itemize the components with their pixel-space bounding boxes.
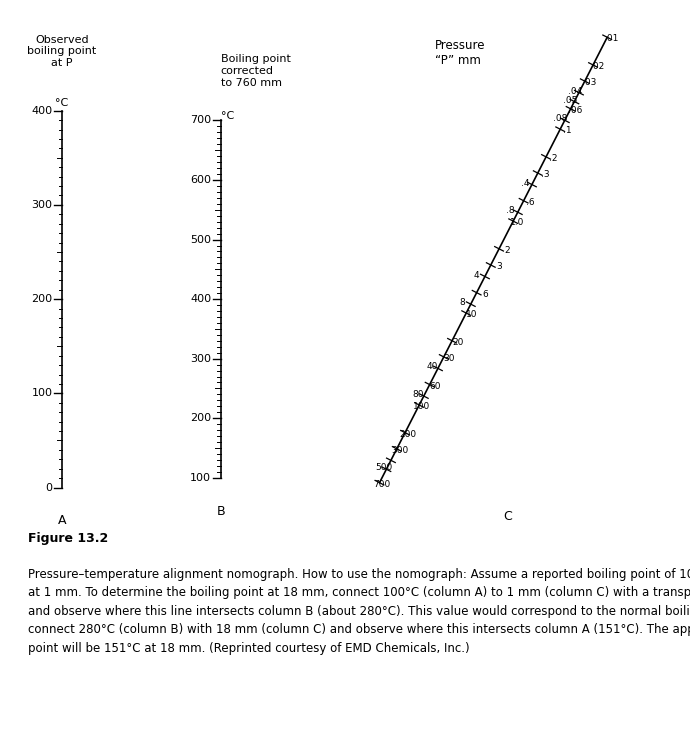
Text: 400: 400 <box>31 105 52 116</box>
Text: .3: .3 <box>540 170 549 179</box>
Text: Pressure–temperature alignment nomograph. How to use the nomograph: Assume a rep: Pressure–temperature alignment nomograph… <box>28 568 690 655</box>
Text: 100: 100 <box>32 389 52 398</box>
Text: 2: 2 <box>505 245 511 255</box>
Text: 8: 8 <box>460 298 465 307</box>
Text: 100: 100 <box>413 402 431 411</box>
Text: 400: 400 <box>190 294 211 304</box>
Text: Observed
boiling point
at P: Observed boiling point at P <box>28 35 97 68</box>
Text: 700: 700 <box>190 115 211 126</box>
Text: .6: .6 <box>526 197 535 206</box>
Text: 600: 600 <box>190 175 211 185</box>
Text: .02: .02 <box>590 62 604 71</box>
Text: .04: .04 <box>568 87 582 96</box>
Text: 20: 20 <box>452 337 464 346</box>
Text: 300: 300 <box>190 354 211 364</box>
Text: A: A <box>58 514 66 528</box>
Text: .8: .8 <box>506 206 515 215</box>
Text: .05: .05 <box>563 96 578 105</box>
Text: 4: 4 <box>473 270 479 279</box>
Text: 300: 300 <box>32 200 52 210</box>
Text: 3: 3 <box>496 262 502 271</box>
Text: 30: 30 <box>444 354 455 363</box>
Text: .1: .1 <box>563 126 571 135</box>
Text: 40: 40 <box>426 362 438 371</box>
Text: C: C <box>503 510 511 523</box>
Text: °C: °C <box>221 111 234 120</box>
Text: 300: 300 <box>391 446 408 455</box>
Text: 1.0: 1.0 <box>510 218 524 227</box>
Text: 10: 10 <box>466 310 477 319</box>
Text: .06: .06 <box>568 105 582 114</box>
Text: °C: °C <box>55 99 69 108</box>
Text: 60: 60 <box>429 382 441 391</box>
Text: B: B <box>217 505 225 518</box>
Text: 500: 500 <box>375 463 392 472</box>
Text: 80: 80 <box>413 390 424 399</box>
Text: .2: .2 <box>549 154 558 163</box>
Text: 700: 700 <box>373 480 391 489</box>
Text: .4: .4 <box>520 178 529 187</box>
Text: Figure 13.2: Figure 13.2 <box>28 532 108 544</box>
Text: .03: .03 <box>582 78 596 87</box>
Text: 6: 6 <box>482 290 488 299</box>
Text: .01: .01 <box>604 34 618 43</box>
Text: 500: 500 <box>190 235 211 245</box>
Text: 200: 200 <box>400 429 417 438</box>
Text: 100: 100 <box>190 473 211 483</box>
Text: Pressure
“P” mm: Pressure “P” mm <box>435 38 485 67</box>
Text: 0: 0 <box>46 483 52 492</box>
Text: Boiling point
corrected
to 760 mm: Boiling point corrected to 760 mm <box>221 54 290 87</box>
Text: 200: 200 <box>190 413 211 423</box>
Text: 200: 200 <box>31 294 52 304</box>
Text: .08: .08 <box>553 114 568 123</box>
